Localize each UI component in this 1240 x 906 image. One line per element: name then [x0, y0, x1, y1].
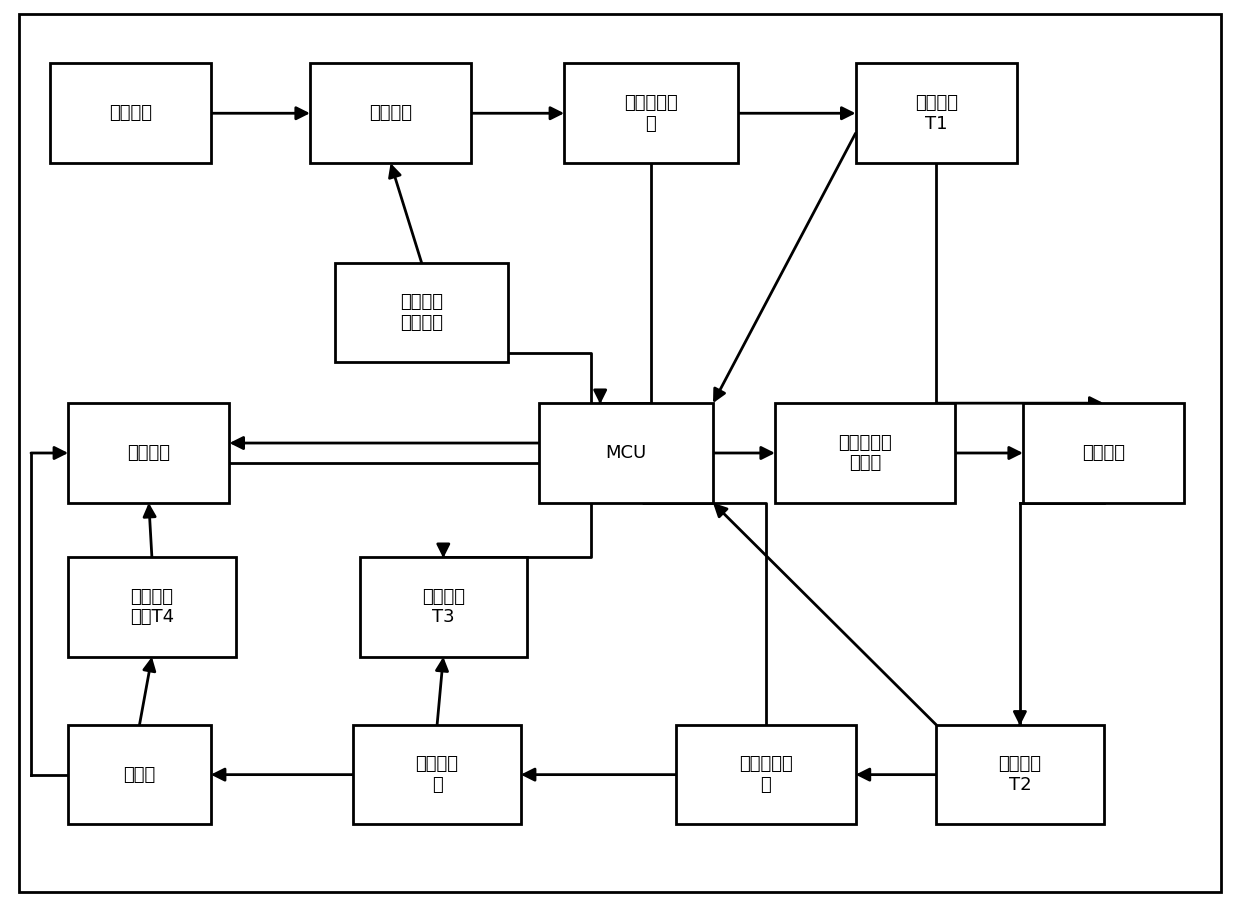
Bar	[564, 63, 738, 163]
Text: MCU: MCU	[605, 444, 647, 462]
Text: 物料温度
T3: 物料温度 T3	[422, 588, 465, 626]
Bar	[775, 403, 955, 503]
Bar	[1023, 403, 1184, 503]
Bar	[353, 725, 521, 824]
Bar	[360, 557, 527, 657]
Bar	[936, 725, 1104, 824]
Bar	[335, 263, 508, 362]
Bar	[68, 725, 211, 824]
Text: 散热模块: 散热模块	[128, 444, 170, 462]
Text: 抽水模块: 抽水模块	[370, 104, 412, 122]
Text: 物料粉碎
腔: 物料粉碎 腔	[415, 756, 459, 794]
Text: 密封盖: 密封盖	[123, 766, 156, 784]
Bar	[50, 63, 211, 163]
Bar	[539, 403, 713, 503]
Bar	[310, 63, 471, 163]
Text: 进水温度
T1: 进水温度 T1	[915, 94, 957, 132]
Bar	[856, 63, 1017, 163]
Text: 压力检测模
块: 压力检测模 块	[739, 756, 792, 794]
Text: 加热模块: 加热模块	[1083, 444, 1125, 462]
Bar	[68, 403, 229, 503]
Text: 储水模块: 储水模块	[109, 104, 151, 122]
Bar	[68, 557, 236, 657]
Bar	[676, 725, 856, 824]
Text: 蒸汽逸出
温度T4: 蒸汽逸出 温度T4	[130, 588, 174, 626]
Text: 流量检测模
块: 流量检测模 块	[624, 94, 678, 132]
Text: 抽水模块
驱动电路: 抽水模块 驱动电路	[401, 294, 443, 332]
Text: 加热模块驱
动电路: 加热模块驱 动电路	[838, 434, 892, 472]
Text: 出水温度
T2: 出水温度 T2	[998, 756, 1042, 794]
